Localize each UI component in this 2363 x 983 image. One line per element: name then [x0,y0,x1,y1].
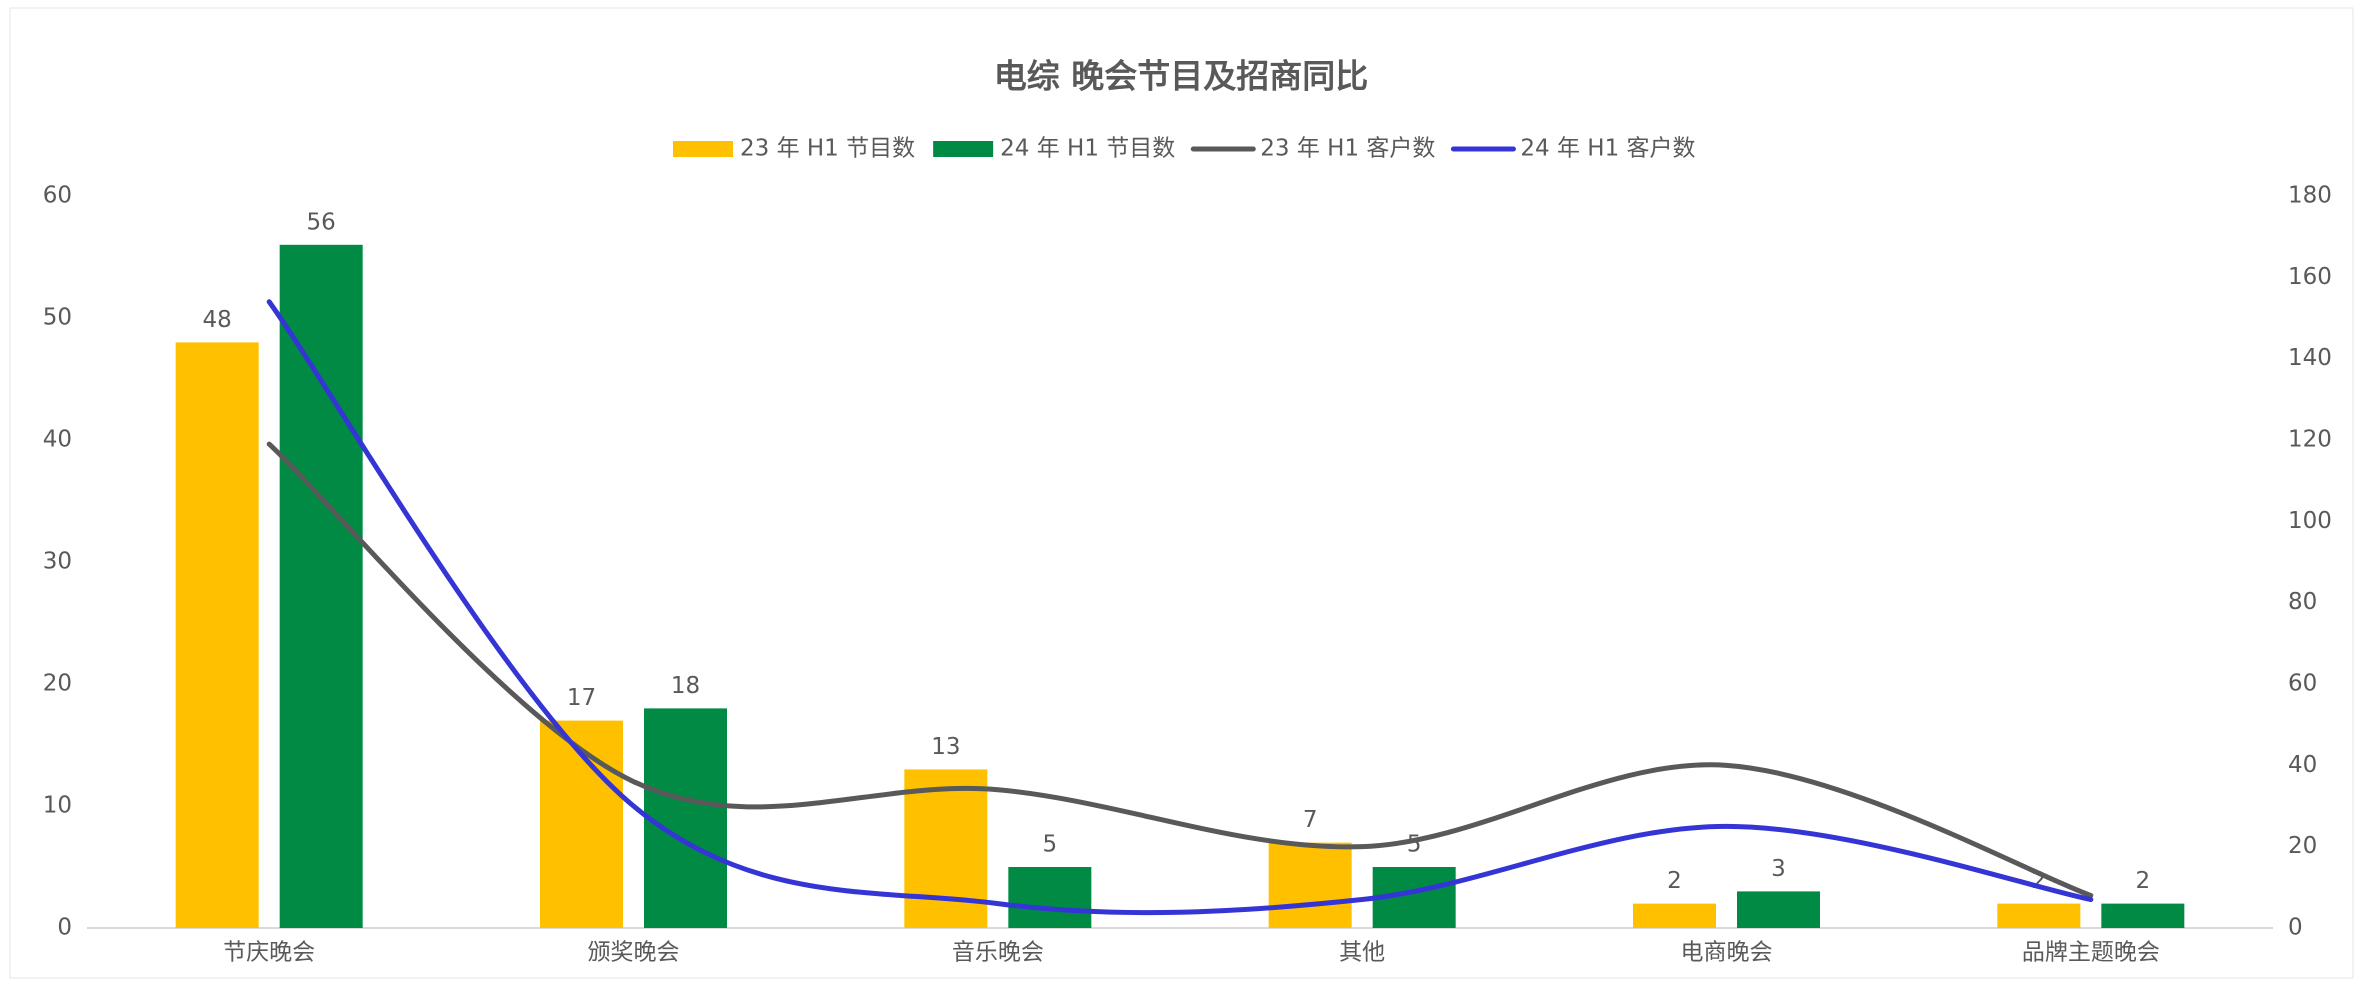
data-label: 5 [1043,832,1058,858]
y2-tick-label: 20 [2288,833,2317,859]
data-label: 3 [1771,856,1786,882]
x-tick-label: 颁奖晚会 [588,940,680,966]
data-label: 13 [931,734,960,760]
y2-tick-label: 0 [2288,915,2303,941]
y-tick-label: 40 [43,427,72,453]
bar [1633,903,1716,928]
bar [1008,867,1092,928]
x-tick-label: 节庆晚会 [223,940,315,966]
y2-tick-label: 160 [2288,264,2332,290]
x-tick-label: 品牌主题晚会 [2022,940,2160,966]
y2-tick-label: 180 [2288,183,2332,209]
y2-tick-label: 40 [2288,752,2317,778]
chart-frame [9,7,2354,979]
line-series [266,299,2094,916]
bar [1997,903,2081,928]
data-label: 2 [1667,868,1682,894]
bar [1737,891,1820,928]
y2-tick-label: 80 [2288,589,2317,615]
y2-tick-label: 100 [2288,508,2332,534]
legend-label: 23 年 H1 节目数 [740,136,915,162]
y2-tick-label: 60 [2288,671,2317,697]
bar [1268,842,1352,928]
legend-swatch [673,141,733,157]
data-label: 7 [1303,807,1318,833]
y-tick-label: 60 [43,183,72,209]
legend-label: 24 年 H1 节目数 [1000,136,1175,162]
legend-label: 24 年 H1 客户数 [1520,136,1695,162]
y-tick-label: 0 [57,915,72,941]
data-label: 18 [671,673,700,699]
data-label: 56 [307,209,336,235]
data-label: 48 [203,307,232,333]
y-tick-label: 50 [43,305,72,331]
y2-tick-label: 140 [2288,345,2332,371]
bar [644,708,727,928]
x-tick-label: 音乐晚会 [952,940,1044,966]
line-series [266,441,2094,898]
x-tick-label: 电商晚会 [1681,940,1773,966]
data-label: 17 [567,685,596,711]
y2-tick-label: 120 [2288,427,2332,453]
y-tick-label: 20 [43,671,72,697]
x-tick-label: 其他 [1339,940,1385,966]
data-label: 5 [1407,832,1422,858]
y-tick-label: 30 [43,549,72,575]
data-label: 2 [2136,868,2151,894]
bar [279,244,363,929]
legend-swatch [933,141,994,157]
bar [2101,903,2185,928]
legend-label: 23 年 H1 客户数 [1260,136,1435,162]
bar [175,342,259,928]
y-tick-label: 10 [43,793,72,819]
chart-title: 电综 晚会节目及招商同比 [994,57,1369,96]
